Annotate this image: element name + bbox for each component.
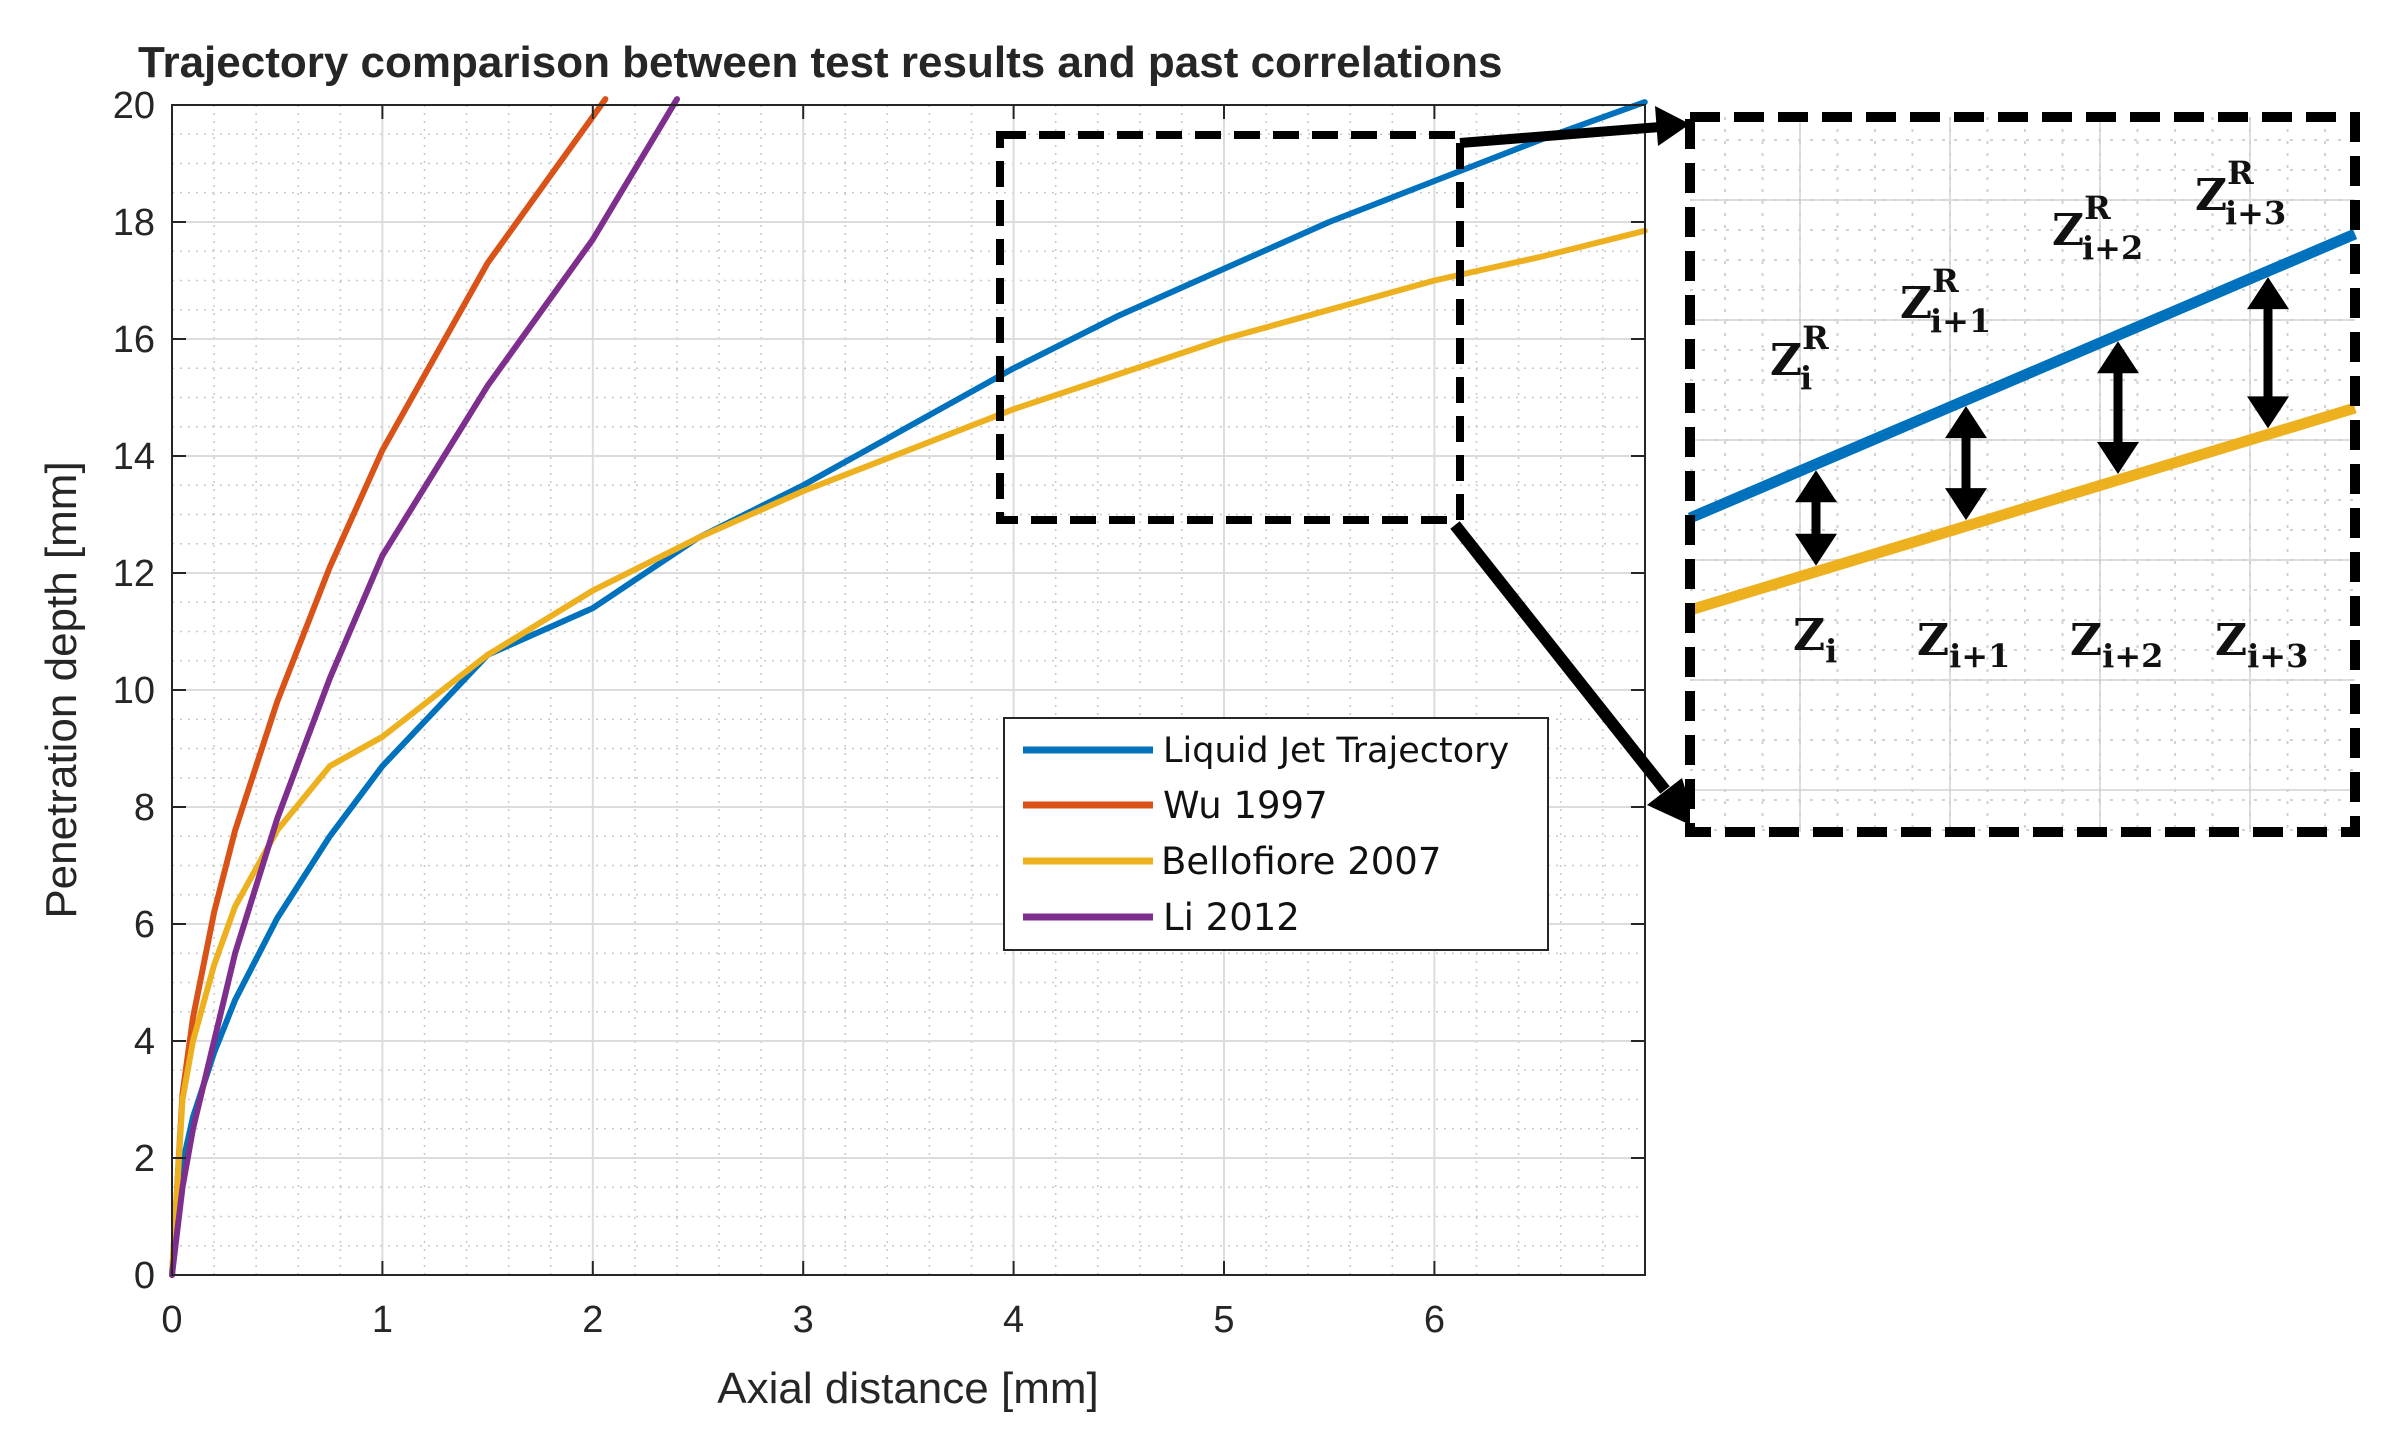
x-tick-label: 4 [1003, 1299, 1024, 1341]
y-tick-label: 16 [113, 319, 155, 361]
inset-lower-label: Zi [1793, 610, 1837, 670]
zoom-region-box [996, 131, 1464, 524]
series-line-bellofiore-2007 [169, 227, 1648, 1278]
x-tick-label: 6 [1424, 1299, 1445, 1341]
x-tick-label: 0 [161, 1299, 182, 1341]
inset-labels: ZR i ZR i+1 ZR i+2 ZR i+3 Zi Zi+1 Zi+2 Zi+3 [1770, 154, 2308, 675]
gap-arrow [2097, 341, 2139, 474]
gap-arrow [1795, 470, 1837, 566]
inset-zoom: ZR i ZR i+1 ZR i+2 ZR i+3 Zi Zi+1 Zi+2 Zi+3 [1685, 112, 2360, 837]
legend-label-li-2012: Li 2012 [1163, 896, 1300, 939]
y-tick-label: 2 [134, 1138, 155, 1180]
inset-lower-label: Zi+3 [2215, 615, 2308, 675]
series-line-liquid-jet-trajectory [169, 99, 1648, 1278]
legend-label-wu-1997: Wu 1997 [1163, 784, 1328, 827]
inset-lower-curve [1688, 402, 2357, 616]
legend: Liquid Jet Trajectory Wu 1997 Bellofiore… [1003, 717, 1549, 951]
major-grid [172, 105, 1645, 1275]
zoom-connector-bottom [1450, 521, 1697, 828]
y-tick-label: 20 [113, 85, 155, 127]
inset-upper-curve [1687, 228, 2358, 524]
inset-frame [1685, 112, 2360, 837]
inset-upper-label: ZR i+1 [1900, 262, 1991, 340]
x-tick-label: 2 [582, 1299, 603, 1341]
y-tick-label: 0 [134, 1255, 155, 1297]
inset-arrows [1795, 277, 2289, 566]
inset-lower-label: Zi+2 [2070, 615, 2163, 675]
legend-box [1003, 717, 1549, 951]
x-tick-label: 5 [1213, 1299, 1234, 1341]
series-layer [169, 96, 1648, 1278]
x-axis-label: Axial distance [mm] [717, 1364, 1098, 1413]
inset-upper-label: ZR i [1770, 319, 1829, 397]
y-tick-label: 4 [134, 1021, 155, 1063]
x-tick-label: 1 [372, 1299, 393, 1341]
y-tick-label: 18 [113, 202, 155, 244]
inset-grid [1690, 117, 2355, 832]
series-line-wu-1997 [169, 96, 609, 1278]
inset-upper-label: ZR i+3 [2195, 154, 2286, 232]
inset-lower-label: Zi+1 [1917, 615, 2010, 675]
tick-marks [171, 104, 1645, 1276]
zoom-connector-top [1459, 106, 1690, 148]
legend-label-bellofiore-2007: Bellofiore 2007 [1161, 840, 1441, 883]
gap-arrow [2247, 277, 2289, 429]
y-tick-label: 6 [134, 904, 155, 946]
gap-arrow [1945, 406, 1987, 521]
series-line-li-2012 [169, 96, 680, 1278]
y-tick-label: 12 [113, 553, 155, 595]
y-tick-label: 8 [134, 787, 155, 829]
y-tick-label: 10 [113, 670, 155, 712]
inset-upper-label: ZR i+2 [2052, 189, 2143, 267]
y-tick-label: 14 [113, 436, 155, 478]
x-tick-label: 3 [793, 1299, 814, 1341]
chart-title: Trajectory comparison between test resul… [138, 38, 1502, 87]
y-axis-label: Penetration depth [mm] [37, 461, 86, 918]
legend-label-liquid-jet: Liquid Jet Trajectory [1163, 731, 1509, 771]
